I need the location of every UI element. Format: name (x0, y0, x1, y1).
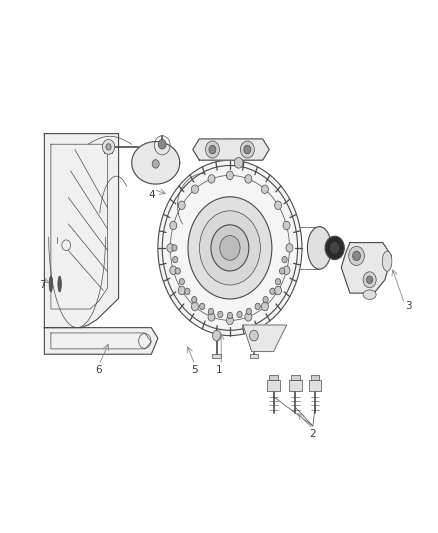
Circle shape (283, 266, 290, 274)
Circle shape (325, 236, 344, 260)
Circle shape (261, 185, 268, 193)
Circle shape (209, 146, 216, 154)
Circle shape (185, 288, 190, 295)
Circle shape (279, 268, 285, 274)
Polygon shape (132, 142, 180, 184)
Polygon shape (44, 134, 119, 328)
Polygon shape (44, 328, 158, 354)
Text: 1: 1 (215, 365, 223, 375)
Circle shape (286, 244, 293, 252)
Ellipse shape (58, 276, 61, 292)
Ellipse shape (363, 290, 376, 300)
Bar (250, 354, 258, 358)
Circle shape (208, 308, 214, 314)
Circle shape (220, 236, 240, 260)
Circle shape (205, 141, 219, 158)
Circle shape (261, 302, 268, 311)
Circle shape (226, 316, 233, 325)
Ellipse shape (49, 276, 53, 292)
Circle shape (282, 256, 287, 263)
Circle shape (102, 140, 115, 155)
Circle shape (227, 312, 233, 319)
Ellipse shape (382, 251, 392, 271)
Circle shape (152, 160, 159, 168)
Circle shape (179, 278, 184, 285)
Circle shape (178, 201, 185, 209)
Text: 2: 2 (310, 429, 316, 439)
Bar (291, 375, 300, 379)
Circle shape (363, 272, 376, 288)
Text: 6: 6 (95, 365, 102, 375)
Circle shape (167, 244, 174, 252)
Circle shape (192, 296, 197, 303)
Circle shape (211, 225, 249, 271)
Circle shape (191, 185, 198, 193)
Circle shape (244, 146, 251, 154)
Bar (311, 375, 319, 379)
Circle shape (234, 158, 243, 168)
Circle shape (330, 243, 339, 253)
Circle shape (240, 141, 254, 158)
Bar (289, 379, 301, 391)
Circle shape (175, 268, 180, 274)
Circle shape (158, 160, 302, 336)
Circle shape (212, 330, 221, 341)
Circle shape (208, 312, 215, 321)
Circle shape (367, 276, 373, 284)
Circle shape (245, 175, 252, 183)
Polygon shape (193, 139, 269, 160)
Circle shape (237, 311, 242, 318)
Ellipse shape (307, 227, 332, 269)
Circle shape (246, 308, 251, 314)
Circle shape (208, 175, 215, 183)
Circle shape (199, 211, 260, 285)
Bar (269, 375, 278, 379)
Circle shape (276, 278, 281, 285)
Bar (104, 141, 112, 154)
Circle shape (255, 303, 260, 310)
Circle shape (172, 245, 177, 251)
Bar (309, 379, 321, 391)
Text: 7: 7 (39, 280, 46, 290)
Text: 4: 4 (148, 190, 155, 200)
Circle shape (106, 144, 111, 150)
Circle shape (218, 311, 223, 318)
Text: 5: 5 (192, 365, 198, 375)
Circle shape (250, 330, 258, 341)
Bar (268, 379, 280, 391)
Circle shape (245, 312, 252, 321)
Circle shape (283, 221, 290, 230)
Circle shape (173, 256, 178, 263)
Text: 3: 3 (406, 301, 412, 311)
Circle shape (158, 140, 166, 149)
Circle shape (226, 171, 233, 180)
Circle shape (200, 303, 205, 310)
Polygon shape (243, 325, 287, 352)
Circle shape (170, 221, 177, 230)
Circle shape (188, 197, 272, 299)
Polygon shape (341, 243, 392, 293)
Circle shape (353, 251, 360, 261)
Circle shape (275, 286, 282, 295)
Bar (212, 354, 221, 358)
Circle shape (270, 288, 275, 295)
Circle shape (191, 302, 198, 311)
Circle shape (263, 296, 268, 303)
Circle shape (275, 201, 282, 209)
Circle shape (349, 246, 364, 265)
Circle shape (178, 286, 185, 295)
Circle shape (170, 266, 177, 274)
